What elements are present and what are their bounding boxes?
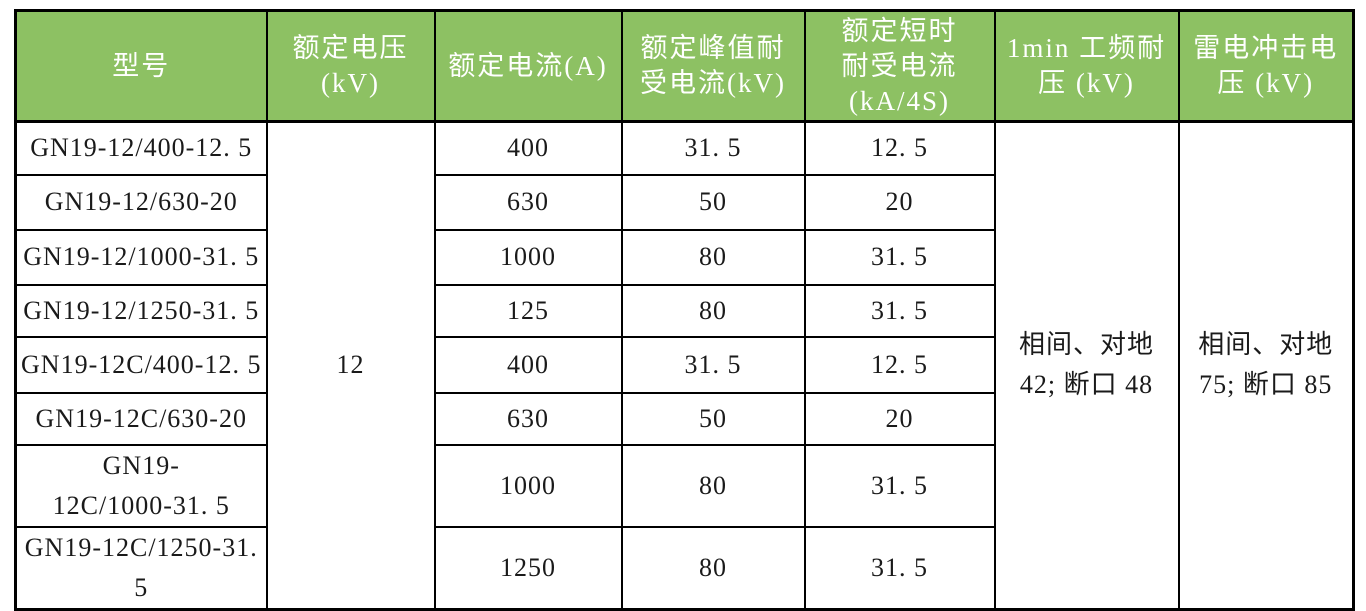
peak-current-cell: 80 — [620, 228, 806, 286]
spec-table-container: 型号 额定电压 (kV) 额定电流(A) 额定峰值耐 受电流(kV) 额定短时 … — [14, 9, 1355, 611]
table-row: GN19-12C/630-20 630 50 20 — [14, 391, 1354, 446]
col-header-rated-voltage: 额定电压 (kV) — [265, 9, 436, 123]
peak-current-cell: 31. 5 — [620, 335, 806, 394]
rated-current-cell: 125 — [433, 283, 623, 338]
lightning-impulse-cell: 相间、对地 75; 断口 85 — [1177, 120, 1355, 610]
col-header-short-time-withstand-current: 额定短时 耐受电流 (kA/4S) — [803, 9, 996, 123]
short-time-current-cell: 31. 5 — [803, 525, 996, 610]
power-frequency-withstand-cell: 相间、对地 42; 断口 48 — [993, 120, 1180, 610]
short-time-current-cell: 31. 5 — [803, 283, 996, 338]
table-row: GN19- 12C/1000-31. 5 1000 80 31. 5 — [14, 443, 1354, 528]
peak-current-cell: 80 — [620, 525, 806, 610]
model-cell: GN19-12C/630-20 — [14, 391, 268, 446]
rated-current-cell: 1000 — [433, 228, 623, 286]
rated-voltage-cell: 12 — [265, 120, 436, 610]
peak-current-cell: 31. 5 — [620, 120, 806, 176]
table-row: GN19-12/1250-31. 5 125 80 31. 5 — [14, 283, 1354, 338]
short-time-current-cell: 12. 5 — [803, 120, 996, 176]
col-header-power-frequency-withstand: 1min 工频耐 压 (kV) — [993, 9, 1180, 123]
peak-current-cell: 50 — [620, 173, 806, 231]
col-header-lightning-impulse: 雷电冲击电 压 (kV) — [1177, 9, 1355, 123]
table-row: GN19-12C/400-12. 5 400 31. 5 12. 5 — [14, 335, 1354, 394]
table-row: GN19-12/400-12. 5 12 400 31. 5 12. 5 相间、… — [14, 120, 1355, 610]
model-cell: GN19- 12C/1000-31. 5 — [14, 443, 268, 528]
rated-current-cell: 1250 — [433, 525, 623, 610]
switch-spec-table: 型号 额定电压 (kV) 额定电流(A) 额定峰值耐 受电流(kV) 额定短时 … — [14, 9, 1355, 611]
rated-current-cell: 630 — [433, 391, 623, 446]
model-cell: GN19-12/630-20 — [14, 173, 268, 231]
header-row: 型号 额定电压 (kV) 额定电流(A) 额定峰值耐 受电流(kV) 额定短时 … — [14, 9, 1355, 123]
col-header-peak-withstand-current: 额定峰值耐 受电流(kV) — [620, 9, 806, 123]
short-time-current-cell: 20 — [803, 173, 996, 231]
model-cell: GN19-12/1000-31. 5 — [14, 228, 268, 286]
model-cell: GN19-12C/400-12. 5 — [14, 335, 268, 394]
rated-current-cell: 400 — [433, 120, 623, 176]
table-row: GN19-12/630-20 630 50 20 — [14, 173, 1354, 231]
col-header-model: 型号 — [14, 9, 268, 123]
model-cell: GN19-12C/1250-31. 5 — [14, 525, 268, 610]
model-cell: GN19-12/400-12. 5 — [14, 120, 268, 176]
rated-current-cell: 400 — [433, 335, 623, 394]
short-time-current-cell: 31. 5 — [803, 228, 996, 286]
rated-current-cell: 1000 — [433, 443, 623, 528]
peak-current-cell: 50 — [620, 391, 806, 446]
table-row: GN19-12/1000-31. 5 1000 80 31. 5 — [14, 228, 1354, 286]
peak-current-cell: 80 — [620, 443, 806, 528]
rated-current-cell: 630 — [433, 173, 623, 231]
peak-current-cell: 80 — [620, 283, 806, 338]
short-time-current-cell: 20 — [803, 391, 996, 446]
model-cell: GN19-12/1250-31. 5 — [14, 283, 268, 338]
short-time-current-cell: 31. 5 — [803, 443, 996, 528]
col-header-rated-current: 额定电流(A) — [433, 9, 623, 123]
short-time-current-cell: 12. 5 — [803, 335, 996, 394]
